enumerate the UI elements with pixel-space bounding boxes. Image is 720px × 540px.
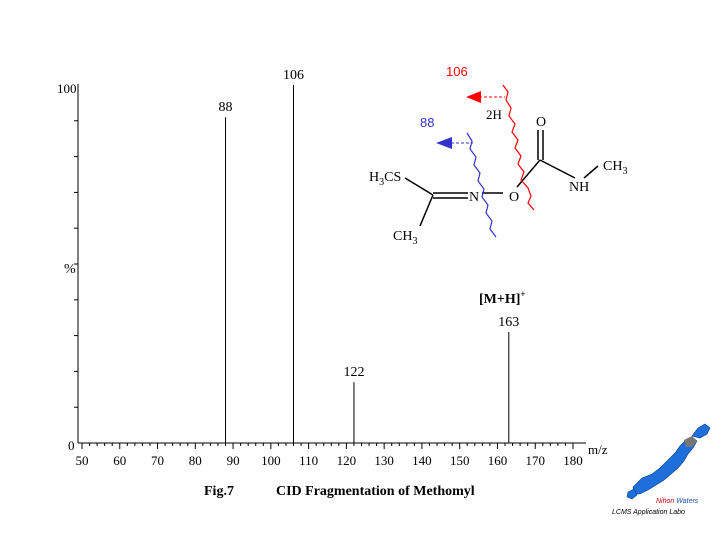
x-tick-label: 170 (525, 453, 545, 468)
hokkaido-icon (691, 423, 711, 439)
peak-label: 163 (498, 315, 519, 330)
y-tick-label-bottom: 0 (68, 438, 75, 453)
x-tick-label: 80 (189, 453, 202, 468)
label-o-top: O (536, 115, 546, 130)
x-tick-label: 160 (488, 453, 508, 468)
peak-label: 122 (343, 365, 364, 380)
bond-c-ch3 (419, 194, 434, 227)
y-axis-label: % (64, 262, 76, 277)
peaks: 88 106 122 163 (219, 68, 519, 443)
bond-c-nh (539, 159, 576, 179)
x-tick-label: 90 (227, 453, 240, 468)
peak-label: 106 (283, 68, 304, 83)
red-fragment-label: 106 (446, 64, 468, 79)
label-h3cs: H3CS (369, 170, 401, 188)
japan-map-icon (632, 436, 698, 495)
logo-brand: Nihon Waters (656, 498, 699, 505)
red-arrow-head (466, 91, 481, 103)
bond-o-c (516, 159, 541, 188)
x-tick-label: 60 (113, 453, 126, 468)
blue-arrow-head (436, 137, 452, 149)
x-tick-label: 180 (563, 453, 583, 468)
bond-nh-ch3 (583, 165, 599, 179)
map-highlight-region (684, 436, 697, 447)
y-ticks (74, 120, 78, 408)
x-axis-label: m/z (588, 442, 608, 457)
x-tick-label: 110 (299, 453, 318, 468)
x-tick-labels: 50 60 70 80 90 100 110 120 130 140 150 160 170 180 (76, 453, 583, 468)
logo-tagline: LCMS Application Labo (612, 509, 685, 516)
red-cleavage: 106 (446, 64, 535, 211)
blue-wavy-line (466, 132, 497, 238)
label-ch3-bottom: CH3 (393, 229, 417, 247)
x-tick-label: 150 (450, 453, 470, 468)
y-tick-label-top: 100 (57, 81, 77, 96)
x-ticks (81, 443, 574, 449)
figure-number: Fig.7 (204, 484, 234, 499)
kyushu-icon (626, 488, 638, 500)
x-tick-label: 140 (412, 453, 432, 468)
x-tick-label: 100 (261, 453, 281, 468)
label-o-ring: O (509, 190, 519, 205)
x-tick-label: 50 (76, 453, 89, 468)
blue-cleavage: 88 (420, 115, 497, 238)
peak-label: 88 (219, 100, 233, 115)
japan-map-logo: Nihon Waters LCMS Application Labo (612, 423, 711, 516)
figure-caption: CID Fragmentation of Methomyl (276, 484, 475, 499)
label-n: N (469, 190, 479, 205)
red-wavy-line (502, 84, 535, 211)
axes (77, 84, 586, 444)
label-nh: NH (569, 180, 589, 195)
label-2h: 2H (486, 107, 502, 122)
bond-s-c (404, 177, 434, 196)
x-tick-label: 130 (374, 453, 394, 468)
x-tick-label: 70 (151, 453, 164, 468)
methomyl-structure (404, 130, 599, 227)
molecular-ion-annotation: [M+H]+ (479, 289, 526, 307)
blue-fragment-label: 88 (420, 115, 434, 130)
label-ch3-right: CH3 (603, 159, 627, 177)
x-tick-label: 120 (337, 453, 357, 468)
